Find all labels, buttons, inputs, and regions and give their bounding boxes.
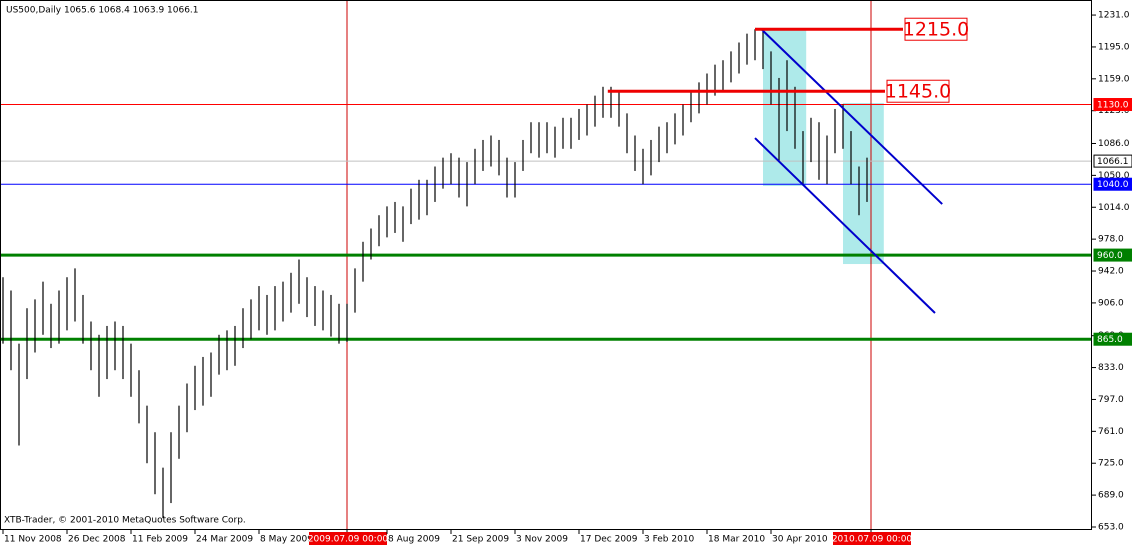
level-label-box xyxy=(1093,177,1132,191)
y-tick-label: 1159.0 xyxy=(1098,74,1130,84)
plot-frame xyxy=(0,0,1092,530)
y-tick-label: 1123.0 xyxy=(1098,106,1130,116)
x-tick-label: 8 Aug 2009 xyxy=(388,535,440,545)
y-tick-label: 1231.0 xyxy=(1098,11,1130,21)
resistance-label: 1145.0 xyxy=(885,81,951,103)
x-label-box xyxy=(833,532,911,545)
x-tick-label: 30 Apr 2010 xyxy=(772,535,828,545)
channel-line xyxy=(761,29,943,205)
y-tick-label: 1086.0 xyxy=(1098,139,1130,149)
x-tick-label: 24 Mar 2009 xyxy=(196,535,253,545)
y-tick-label: 833.0 xyxy=(1098,363,1124,373)
y-tick-label: 942.0 xyxy=(1098,267,1124,277)
resistance-label-box xyxy=(886,79,950,103)
x-label-box xyxy=(309,532,387,545)
x-tick-label: 3 Nov 2009 xyxy=(516,535,568,545)
y-tick-label: 978.0 xyxy=(1098,235,1124,245)
x-tick-label: 2009.07.09 00:00 xyxy=(308,535,389,545)
y-tick-label: 1050.0 xyxy=(1098,171,1130,181)
x-tick-label: 21 Sep 2009 xyxy=(452,535,509,545)
x-tick-label: 11 Feb 2009 xyxy=(132,535,188,545)
x-tick-label: 17 Dec 2009 xyxy=(580,535,638,545)
highlight-box xyxy=(763,30,807,186)
level-label-box xyxy=(1093,154,1132,168)
footer: XTB-Trader, © 2001-2010 MetaQuotes Softw… xyxy=(4,516,246,526)
y-tick-label: 653.0 xyxy=(1098,522,1124,532)
level-label: 1066.1 xyxy=(1097,157,1129,167)
highlight-box xyxy=(843,103,884,265)
level-label: 1130.0 xyxy=(1097,101,1129,111)
level-label: 865.0 xyxy=(1097,335,1123,345)
y-tick-label: 725.0 xyxy=(1098,459,1124,469)
x-tick-label: 8 May 2009 xyxy=(260,535,313,545)
x-tick-label: 3 Feb 2010 xyxy=(644,535,695,545)
y-tick-label: 689.0 xyxy=(1098,491,1124,501)
x-tick-label: 18 Mar 2010 xyxy=(708,535,765,545)
x-tick-label: 11 Nov 2008 xyxy=(4,535,62,545)
level-label: 1040.0 xyxy=(1097,180,1129,190)
resistance-label: 1215.0 xyxy=(903,19,969,41)
y-tick-label: 1014.0 xyxy=(1098,203,1130,213)
resistance-label-box xyxy=(904,17,968,41)
y-tick-label: 761.0 xyxy=(1098,427,1124,437)
level-label-box xyxy=(1093,248,1132,262)
channel-line xyxy=(754,137,936,314)
y-tick-label: 906.0 xyxy=(1098,298,1124,308)
y-tick-label: 797.0 xyxy=(1098,395,1124,405)
x-tick-label: 2010.07.09 00:00 xyxy=(832,535,913,545)
chart-title: US500,Daily 1065.6 1068.4 1063.9 1066.1 xyxy=(6,6,199,16)
x-tick-label: 26 Dec 2008 xyxy=(68,535,126,545)
level-label-box xyxy=(1093,98,1132,112)
y-tick-label: 1195.0 xyxy=(1098,42,1130,52)
level-label: 960.0 xyxy=(1097,251,1123,261)
level-label-box xyxy=(1093,332,1132,346)
